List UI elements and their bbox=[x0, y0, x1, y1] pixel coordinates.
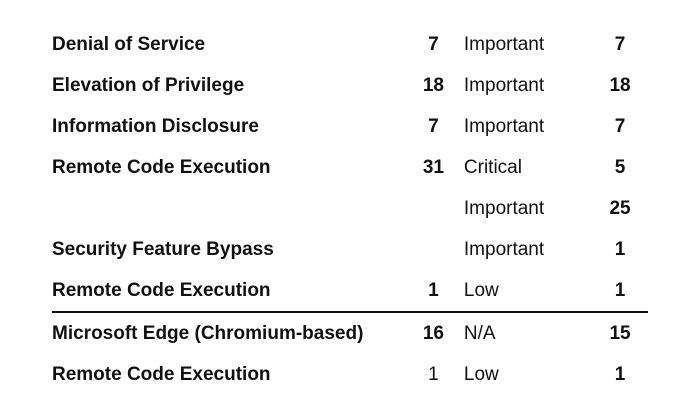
count-cell: 16 bbox=[402, 311, 464, 354]
count-cell bbox=[403, 188, 464, 229]
severity-cell: Important bbox=[463, 238, 545, 260]
severity-count-cell: 1 bbox=[614, 279, 626, 301]
category-cell: Remote Code Execution bbox=[52, 363, 271, 385]
severity-cell: N/A bbox=[463, 311, 593, 354]
severity-count-cell: 7 bbox=[614, 115, 626, 137]
table-row: Elevation of Privilege 18 Important 18 bbox=[52, 65, 648, 106]
table-row: Information Disclosure 7 Important 7 bbox=[52, 106, 648, 147]
severity-count-cell: 1 bbox=[614, 238, 626, 260]
table-row: Remote Code Execution 1 Low 1 bbox=[52, 354, 648, 395]
severity-count-cell: 18 bbox=[609, 74, 631, 96]
count-cell bbox=[403, 229, 464, 270]
count-cell: 1 bbox=[428, 279, 439, 301]
severity-cell: Low bbox=[463, 363, 499, 385]
product-name-cell: Microsoft Edge (Chromium-based) bbox=[52, 311, 403, 354]
count-cell: 18 bbox=[422, 74, 444, 96]
severity-cell: Important bbox=[463, 115, 545, 137]
count-cell: 1 bbox=[428, 363, 439, 385]
severity-count-cell: 7 bbox=[614, 33, 626, 55]
count-cell: 7 bbox=[428, 115, 439, 137]
table-row-product: Microsoft Edge (Chromium-based) 16 N/A 1… bbox=[52, 311, 648, 354]
table-row: Remote Code Execution 31 Critical 5 bbox=[52, 147, 648, 188]
severity-count-cell: 15 bbox=[592, 311, 648, 354]
severity-cell: Important bbox=[463, 197, 545, 219]
severity-count-cell: 25 bbox=[609, 197, 631, 219]
table-row: Important 25 bbox=[52, 188, 648, 229]
severity-count-cell: 5 bbox=[614, 156, 626, 178]
category-cell: Elevation of Privilege bbox=[52, 74, 245, 96]
count-cell: 31 bbox=[422, 156, 444, 178]
table-row: Remote Code Execution 1 Low 1 bbox=[52, 270, 648, 312]
category-cell: Remote Code Execution bbox=[52, 279, 271, 301]
severity-cell: Critical bbox=[463, 156, 522, 178]
table-row: Denial of Service 7 Important 7 bbox=[52, 24, 648, 65]
category-cell: Information Disclosure bbox=[52, 115, 259, 137]
category-cell: Denial of Service bbox=[52, 33, 206, 55]
category-cell: Security Feature Bypass bbox=[52, 238, 274, 260]
category-cell: Remote Code Execution bbox=[52, 156, 271, 178]
count-cell: 7 bbox=[428, 33, 439, 55]
severity-cell: Low bbox=[463, 279, 499, 301]
category-cell bbox=[52, 188, 403, 229]
severity-cell: Important bbox=[463, 33, 545, 55]
severity-count-cell: 1 bbox=[614, 363, 626, 385]
table-row: Security Feature Bypass Important 1 bbox=[52, 229, 648, 270]
severity-cell: Important bbox=[463, 74, 545, 96]
vulnerability-table: Denial of Service 7 Important 7 Elevatio… bbox=[52, 24, 648, 395]
